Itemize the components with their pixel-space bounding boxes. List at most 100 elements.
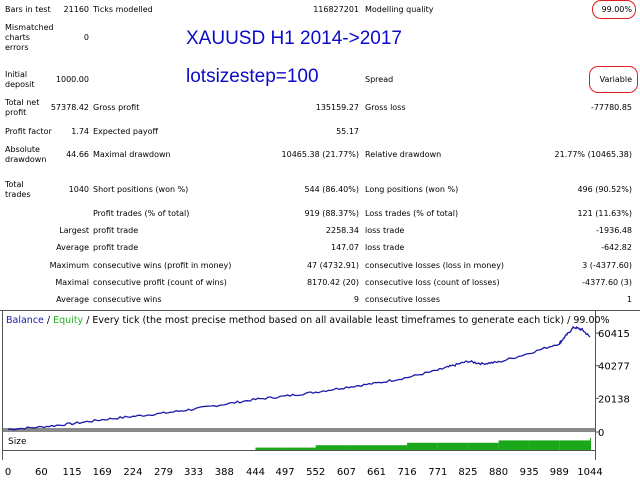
x-tick-label: 388: [215, 467, 234, 478]
gross-loss-label: Gross loss: [365, 103, 406, 112]
largest-label: Largest: [59, 226, 89, 235]
average-consec-label: Average: [56, 295, 89, 304]
size-bar: [407, 442, 438, 450]
loss-trades-label: Loss trades (% of total): [365, 209, 459, 218]
expected-payoff-label: Expected payoff: [93, 127, 158, 136]
short-positions-value: 544 (86.40%): [304, 185, 359, 194]
x-tick-label: 989: [550, 467, 569, 478]
y-tick-label: 40277: [598, 362, 630, 373]
total-trades-label: Total trades: [5, 180, 31, 199]
short-positions-label: Short positions (won %): [93, 185, 189, 194]
y-axis-ticks: 60415 40277 20138 0: [595, 329, 630, 439]
x-tick-label: 224: [123, 467, 142, 478]
balance-chart: 60415 40277 20138 0 0 60 115 169 224 279 333 388 44…: [0, 310, 640, 480]
spread-label: Spread: [365, 75, 394, 84]
bars-in-test-value: 21160: [63, 5, 89, 14]
relative-drawdown-value: 21.77% (10465.38): [554, 150, 632, 159]
ticks-modelled-value: 116827201: [313, 5, 359, 14]
maximal-drawdown-label: Maximal drawdown: [93, 150, 171, 159]
y-tick-label: 20138: [598, 394, 630, 405]
total-trades-value: 1040: [68, 185, 89, 194]
x-tick-label: 333: [184, 467, 203, 478]
long-positions-value: 496 (90.52%): [577, 185, 632, 194]
x-tick-label: 444: [246, 467, 265, 478]
average-profit-label: profit trade: [93, 243, 139, 252]
maximum-label: Maximum: [49, 261, 89, 270]
size-label: Size: [8, 437, 27, 447]
mismatched-errors-label: Mismatched charts errors: [5, 23, 54, 52]
gross-profit-value: 135159.27: [315, 103, 359, 112]
gross-profit-label: Gross profit: [93, 103, 140, 112]
spread-highlight: [589, 66, 638, 93]
size-bar: [437, 442, 468, 450]
maximal-loss-value: -4377.60 (3): [582, 278, 632, 287]
total-net-profit-label: Total net profit: [5, 98, 40, 117]
average-consec-wins-label: consecutive wins: [93, 295, 162, 304]
largest-loss-value: -1936.48: [596, 226, 632, 235]
expected-payoff-value: 55.17: [336, 127, 359, 136]
profit-factor-value: 1.74: [71, 127, 89, 136]
x-tick-label: 279: [154, 467, 173, 478]
x-tick-label: 716: [398, 467, 417, 478]
modelling-quality-highlight: [592, 0, 636, 19]
maximal-profit-value: 8170.42 (20): [306, 278, 359, 287]
x-tick-label: 661: [367, 467, 386, 478]
maximal-drawdown-value: 10465.38 (21.77%): [281, 150, 359, 159]
size-bar: [315, 445, 347, 450]
average-consec-losses-value: 1: [626, 295, 632, 304]
size-bar: [529, 440, 560, 450]
initial-deposit-label: Initial deposit: [5, 70, 35, 89]
size-bar: [376, 445, 408, 450]
x-tick-label: 169: [93, 467, 112, 478]
modelling-quality-label: Modelling quality: [365, 5, 434, 14]
x-tick-label: 880: [489, 467, 508, 478]
x-tick-label: 497: [276, 467, 295, 478]
maximal-profit-label: consecutive profit (count of wins): [93, 278, 227, 287]
legend-balance: Balance: [6, 315, 44, 326]
maximum-wins-value: 47 (4732.91): [306, 261, 359, 270]
chart-separator: [3, 428, 595, 432]
x-tick-label: 0: [5, 467, 11, 478]
size-bar: [498, 440, 530, 450]
chart-background: [0, 310, 640, 480]
size-bar: [346, 445, 377, 450]
overlay-title: XAUUSD H1 2014->2017: [186, 28, 402, 49]
mismatched-errors-value: 0: [83, 33, 89, 42]
size-bar: [285, 447, 316, 450]
legend-separator: /: [43, 315, 54, 326]
size-bar: [590, 438, 591, 450]
profit-trades-label: Profit trades (% of total): [93, 209, 190, 218]
size-bars: [255, 438, 591, 450]
size-bar: [255, 447, 285, 450]
x-tick-label: 60: [35, 467, 48, 478]
bars-in-test-label: Bars in test: [5, 5, 51, 14]
loss-trades-value: 121 (11.63%): [577, 209, 632, 218]
chart-legend: Balance / Equity / Every tick (the most …: [6, 315, 610, 326]
largest-loss-label: loss trade: [365, 226, 405, 235]
absolute-drawdown-value: 44.66: [66, 150, 89, 159]
size-bar: [467, 442, 499, 450]
x-tick-label: 115: [63, 467, 82, 478]
average-consec-wins-value: 9: [353, 295, 359, 304]
size-bar: [559, 440, 590, 450]
x-tick-label: 552: [306, 467, 325, 478]
x-tick-label: 825: [458, 467, 477, 478]
maximal-label: Maximal: [55, 278, 89, 287]
absolute-drawdown-label: Absolute drawdown: [5, 145, 47, 164]
legend-description: / Every tick (the most precise method ba…: [83, 315, 610, 326]
x-tick-label: 771: [428, 467, 447, 478]
chart-canvas: 60415 40277 20138 0 0 60 115 169 224 279 333 388 44…: [0, 310, 640, 480]
largest-profit-value: 2258.34: [325, 226, 359, 235]
x-tick-label: 607: [337, 467, 356, 478]
x-axis-ticks: 0 60 115 169 224 279 333 388 444 497 552 607 661 716 7…: [5, 467, 603, 478]
average-loss-label: loss trade: [365, 243, 405, 252]
maximal-loss-label: consecutive loss (count of losses): [365, 278, 500, 287]
maximum-losses-value: 3 (-4377.60): [582, 261, 632, 270]
long-positions-label: Long positions (won %): [365, 185, 459, 194]
total-net-profit-value: 57378.42: [50, 103, 89, 112]
overlay-subtitle: lotsizestep=100: [186, 66, 319, 87]
relative-drawdown-label: Relative drawdown: [365, 150, 442, 159]
average-consec-losses-label: consecutive losses: [365, 295, 441, 304]
y-tick-label: 60415: [598, 329, 630, 340]
maximum-losses-label: consecutive losses (loss in money): [365, 261, 505, 270]
